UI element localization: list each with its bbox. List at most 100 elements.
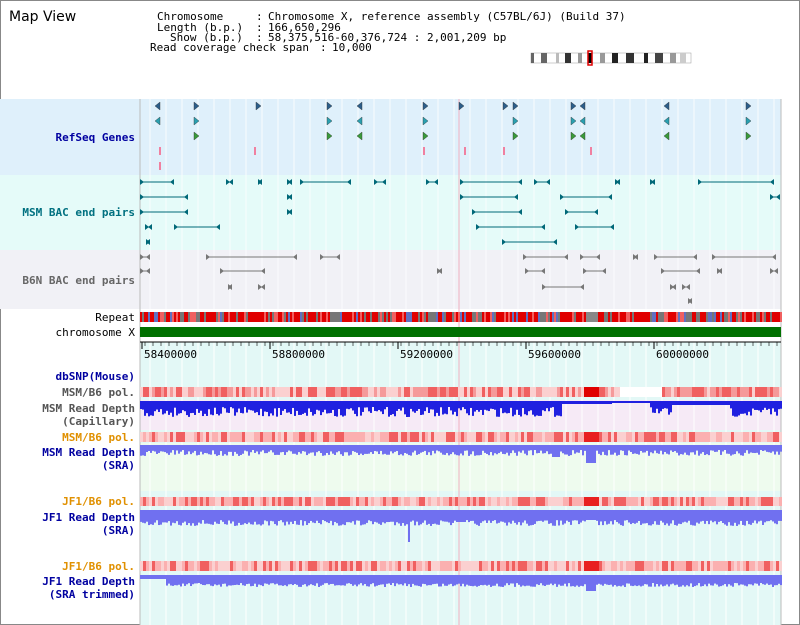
chromosome-ideogram[interactable] [530,50,692,66]
repeat-element [386,312,388,322]
repeat-element [658,312,660,322]
msm-capillary-depth-bar [742,401,744,414]
msm-b6-pol-cell [227,387,230,397]
repeat-element [610,312,612,322]
jf1-trim-depth-bar [390,575,392,586]
jf1-trim-depth-bar [416,575,418,586]
msm-b6-pol-cell [632,387,635,397]
jf1-b6-pol-2-cell [536,561,539,571]
msm-b6-pol-sra-cell [170,432,173,442]
repeat-element [288,312,290,322]
track-label-dbsnp[interactable]: dbSNP(Mouse) [55,370,135,383]
repeat-element [574,312,576,322]
track-label-msm-depth-sra[interactable]: MSM Read Depth [42,446,135,459]
msm-sra-depth-bar [210,445,212,455]
msm-b6-pol-cell [674,387,677,397]
track-label-msm-bac[interactable]: MSM BAC end pairs [22,206,135,219]
msm-b6-pol-cell [770,387,773,397]
jf1-trim-depth-bar [644,575,646,585]
msm-b6-pol-sra-cell [311,432,314,442]
jf1-sra-depth-bar [716,510,718,525]
msm-b6-pol-sra-cell [698,432,701,442]
msm-b6-pol-sra-cell [626,432,629,442]
jf1-sra-depth-bar [584,510,586,522]
jf1-b6-pol-2-cell [584,561,587,571]
msm-b6-pol-cell [509,387,512,397]
msm-bac-pair-end [770,179,774,185]
jf1-sra-depth-bar [266,510,268,522]
msm-b6-pol-sra-cell [761,432,764,442]
msm-sra-depth-bar [304,445,306,452]
msm-b6-pol-cell [500,387,503,397]
msm-b6-pol-cell [434,387,437,397]
msm-capillary-depth-bar [368,401,370,412]
msm-sra-depth-bar [562,445,564,454]
msm-capillary-depth-bar [628,401,630,403]
track-label-msm-depth-sra-sub: (SRA) [101,459,135,472]
repeat-element [322,312,324,322]
track-label-msm-b6-pol[interactable]: MSM/B6 pol. [62,386,135,399]
msm-b6-pol-cell [512,387,515,397]
track-label-jf1-depth-sra[interactable]: JF1 Read Depth [42,511,135,524]
jf1-sra-depth-bar [702,510,704,521]
jf1-b6-pol-2-cell [152,561,155,571]
jf1-b6-pol-cell [260,497,263,506]
msm-sra-depth-bar [588,445,590,463]
b6n-bac-pair-end [772,254,776,260]
jf1-b6-pol-cell [263,497,266,506]
jf1-b6-pol-2-cell [449,561,452,571]
msm-capillary-depth-bar [580,401,582,404]
msm-sra-depth-bar [504,445,506,455]
track-label-jf1-depth-trim[interactable]: JF1 Read Depth [42,575,135,588]
jf1-b6-pol-2-cell [779,561,782,571]
msm-sra-depth-bar [160,445,162,452]
jf1-b6-pol-cell [692,497,695,506]
msm-sra-depth-bar [242,445,244,454]
repeat-element [222,312,224,322]
jf1-sra-depth-bar [556,510,558,521]
jf1-sra-depth-bar [364,510,366,525]
msm-capillary-depth-bar [272,401,274,416]
msm-b6-pol-sra-cell [440,432,443,442]
jf1-b6-pol-2-cell [539,561,542,571]
msm-sra-depth-bar [258,445,260,455]
jf1-sra-depth-bar [664,510,666,526]
jf1-sra-depth-bar [628,510,630,523]
jf1-sra-depth-bar [686,510,688,523]
jf1-trim-depth-bar [762,575,764,585]
b6n-bac-pair-end [661,268,665,274]
jf1-trim-depth-bar [664,575,666,586]
track-label-jf1-b6-pol[interactable]: JF1/B6 pol. [62,495,135,508]
jf1-b6-pol-cell [566,497,569,506]
msm-capillary-depth-bar [394,401,396,417]
msm-b6-pol-sra-cell [695,432,698,442]
msm-b6-pol-cell [644,387,647,397]
msm-sra-depth-bar [234,445,236,452]
jf1-sra-depth-bar [378,510,380,524]
jf1-b6-pol-cell [569,497,572,506]
repeat-element [250,312,252,322]
b6n-bac-pair-end [228,284,232,290]
jf1-sra-depth-bar [162,510,164,523]
jf1-trim-depth-bar [754,575,756,584]
jf1-b6-pol-cell [482,497,485,506]
track-label-jf1-b6-pol-2[interactable]: JF1/B6 pol. [62,560,135,573]
track-label-msm-depth-cap[interactable]: MSM Read Depth [42,402,135,415]
msm-b6-pol-cell [470,387,473,397]
msm-sra-depth-bar [646,445,648,451]
b6n-bac-pair-end [774,268,778,274]
msm-b6-pol-sra-cell [365,432,368,442]
msm-b6-pol-cell [413,387,416,397]
repeat-element [336,312,338,322]
track-label-b6n-bac[interactable]: B6N BAC end pairs [22,274,135,287]
track-label-refseq-genes[interactable]: RefSeq Genes [55,131,135,144]
jf1-sra-depth-bar [608,510,610,524]
msm-sra-depth-bar [750,445,752,453]
jf1-trim-depth-bar [290,575,292,585]
track-label-msm-b6-pol-sra[interactable]: MSM/B6 pol. [62,431,135,444]
msm-capillary-depth-bar [396,401,398,411]
msm-b6-pol-cell [578,387,581,397]
jf1-sra-depth-bar [308,510,310,524]
msm-b6-pol-cell [431,387,434,397]
